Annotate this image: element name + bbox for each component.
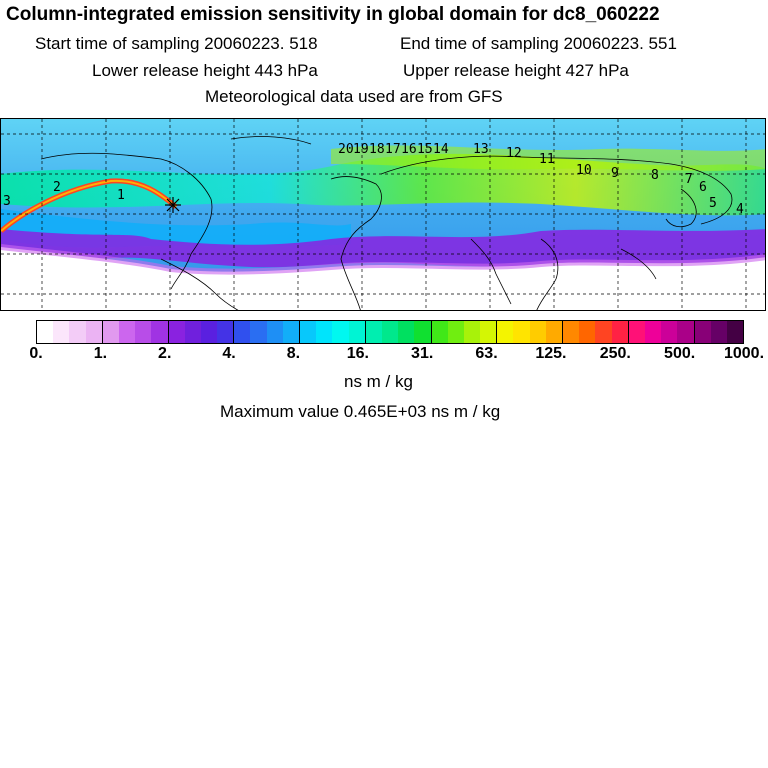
trajectory-labels: 3 2 1 20 19 18 17 16 15 14 13 12 11 10 9… — [3, 142, 744, 217]
colorbar-swatch — [693, 321, 711, 343]
traj-label: 17 — [385, 142, 401, 157]
maximum-value: Maximum value 0.465E+03 ns m / kg — [220, 402, 501, 421]
traj-label: 3 — [3, 194, 11, 209]
traj-label: 11 — [539, 152, 555, 167]
colorbar-tick-label: 16. — [346, 345, 369, 362]
colorbar-swatch — [332, 321, 349, 343]
traj-label: 9 — [611, 166, 619, 181]
colorbar-swatch — [118, 321, 136, 343]
traj-label: 7 — [685, 172, 693, 187]
colorbar-swatch — [151, 321, 168, 343]
traj-label: 15 — [417, 142, 433, 157]
sensitivity-map: 3 2 1 20 19 18 17 16 15 14 13 12 11 10 9… — [0, 118, 766, 311]
colorbar-swatch — [217, 321, 234, 343]
colorbar-swatch — [545, 321, 562, 343]
traj-label: 6 — [699, 180, 707, 195]
colorbar-swatch — [135, 321, 152, 343]
colorbar-swatch — [513, 321, 530, 343]
colorbar-swatch — [463, 321, 481, 343]
colorbar-swatch — [414, 321, 431, 343]
purple-edge — [1, 244, 765, 275]
colorbar-swatch — [726, 321, 744, 343]
traj-label: 8 — [651, 168, 659, 183]
colorbar-swatch — [611, 321, 628, 343]
purple-fringe — [1, 229, 765, 268]
colorbar-swatch — [447, 321, 464, 343]
start-time: Start time of sampling 20060223. 518 — [35, 34, 318, 53]
traj-label: 4 — [736, 202, 744, 217]
release-point-star — [165, 197, 181, 213]
traj-label: 14 — [433, 142, 449, 157]
colorbar-tick-label: 2. — [158, 345, 172, 362]
map-canvas: 3 2 1 20 19 18 17 16 15 14 13 12 11 10 9… — [1, 119, 765, 310]
colorbar-tick-label: 8. — [286, 345, 301, 362]
traj-label: 10 — [576, 163, 592, 178]
colorbar-tick-label: 63. — [475, 345, 498, 362]
colorbar-tick-label: 1. — [93, 345, 108, 362]
colorbar-swatch — [184, 321, 201, 343]
colorbar-swatch — [480, 321, 497, 343]
upper-release-height: Upper release height 427 hPa — [403, 61, 629, 80]
colorbar-tick-label: 250. — [599, 345, 631, 362]
colorbar-swatch — [250, 321, 267, 343]
yellow-band — [331, 145, 765, 171]
lower-release-height: Lower release height 443 hPa — [92, 61, 318, 80]
high-sensitivity-band — [1, 153, 765, 216]
colorbar-swatch — [430, 321, 448, 343]
colorbar-swatch — [200, 321, 218, 343]
colorbar-swatch — [562, 321, 580, 343]
colorbar-swatch — [53, 321, 70, 343]
colorbar-tick-label: 1000. — [723, 345, 765, 362]
colorbar-swatch — [677, 321, 694, 343]
colorbar-swatch — [69, 321, 86, 343]
traj-label: 1 — [117, 188, 125, 203]
units-label: ns m / kg — [344, 372, 413, 391]
colorbar-tick-label: 125. — [535, 345, 567, 362]
traj-label: 5 — [709, 196, 717, 211]
colorbar-tick-label: 31. — [411, 345, 434, 362]
colorbar-swatch — [85, 321, 102, 343]
colorbar-swatch — [364, 321, 382, 343]
colorbar-swatch — [348, 321, 365, 343]
colorbar-swatch — [627, 321, 645, 343]
colorbar-swatch — [595, 321, 612, 343]
color-scale-bar — [36, 320, 744, 344]
colorbar-swatch — [299, 321, 317, 343]
colorbar-swatch — [37, 321, 54, 343]
traj-label: 16 — [401, 142, 417, 157]
end-time: End time of sampling 20060223. 551 — [400, 34, 677, 53]
colorbar-swatch — [579, 321, 596, 343]
lat-lon-grid — [1, 119, 765, 310]
colorbar-swatch — [316, 321, 333, 343]
colorbar-swatch — [398, 321, 415, 343]
traj-label: 18 — [369, 142, 385, 157]
colorbar-tick-label: 0. — [29, 345, 43, 362]
colorbar-swatch — [661, 321, 678, 343]
colorbar-swatch — [381, 321, 399, 343]
traj-label: 12 — [506, 146, 522, 161]
colorbar-swatch — [282, 321, 299, 343]
colorbar-swatch — [167, 321, 185, 343]
figure-title: Column-integrated emission sensitivity i… — [6, 4, 660, 25]
trajectory-core — [1, 179, 177, 232]
colorbar-swatch — [529, 321, 546, 343]
traj-label: 13 — [473, 142, 489, 157]
colorbar-swatch — [266, 321, 283, 343]
traj-label: 2 — [53, 180, 61, 195]
colorbar-swatch — [496, 321, 514, 343]
colorbar-swatch — [233, 321, 251, 343]
traj-label: 20 — [338, 142, 354, 157]
coastlines — [40, 136, 733, 310]
colorbar-swatch — [710, 321, 727, 343]
colorbar-tick-label: 500. — [664, 345, 696, 362]
colorbar-swatch — [644, 321, 662, 343]
colorbar-tick-label: 4. — [222, 345, 236, 362]
traj-label: 19 — [353, 142, 369, 157]
colorbar-swatch — [101, 321, 119, 343]
met-data-source: Meteorological data used are from GFS — [205, 87, 503, 106]
